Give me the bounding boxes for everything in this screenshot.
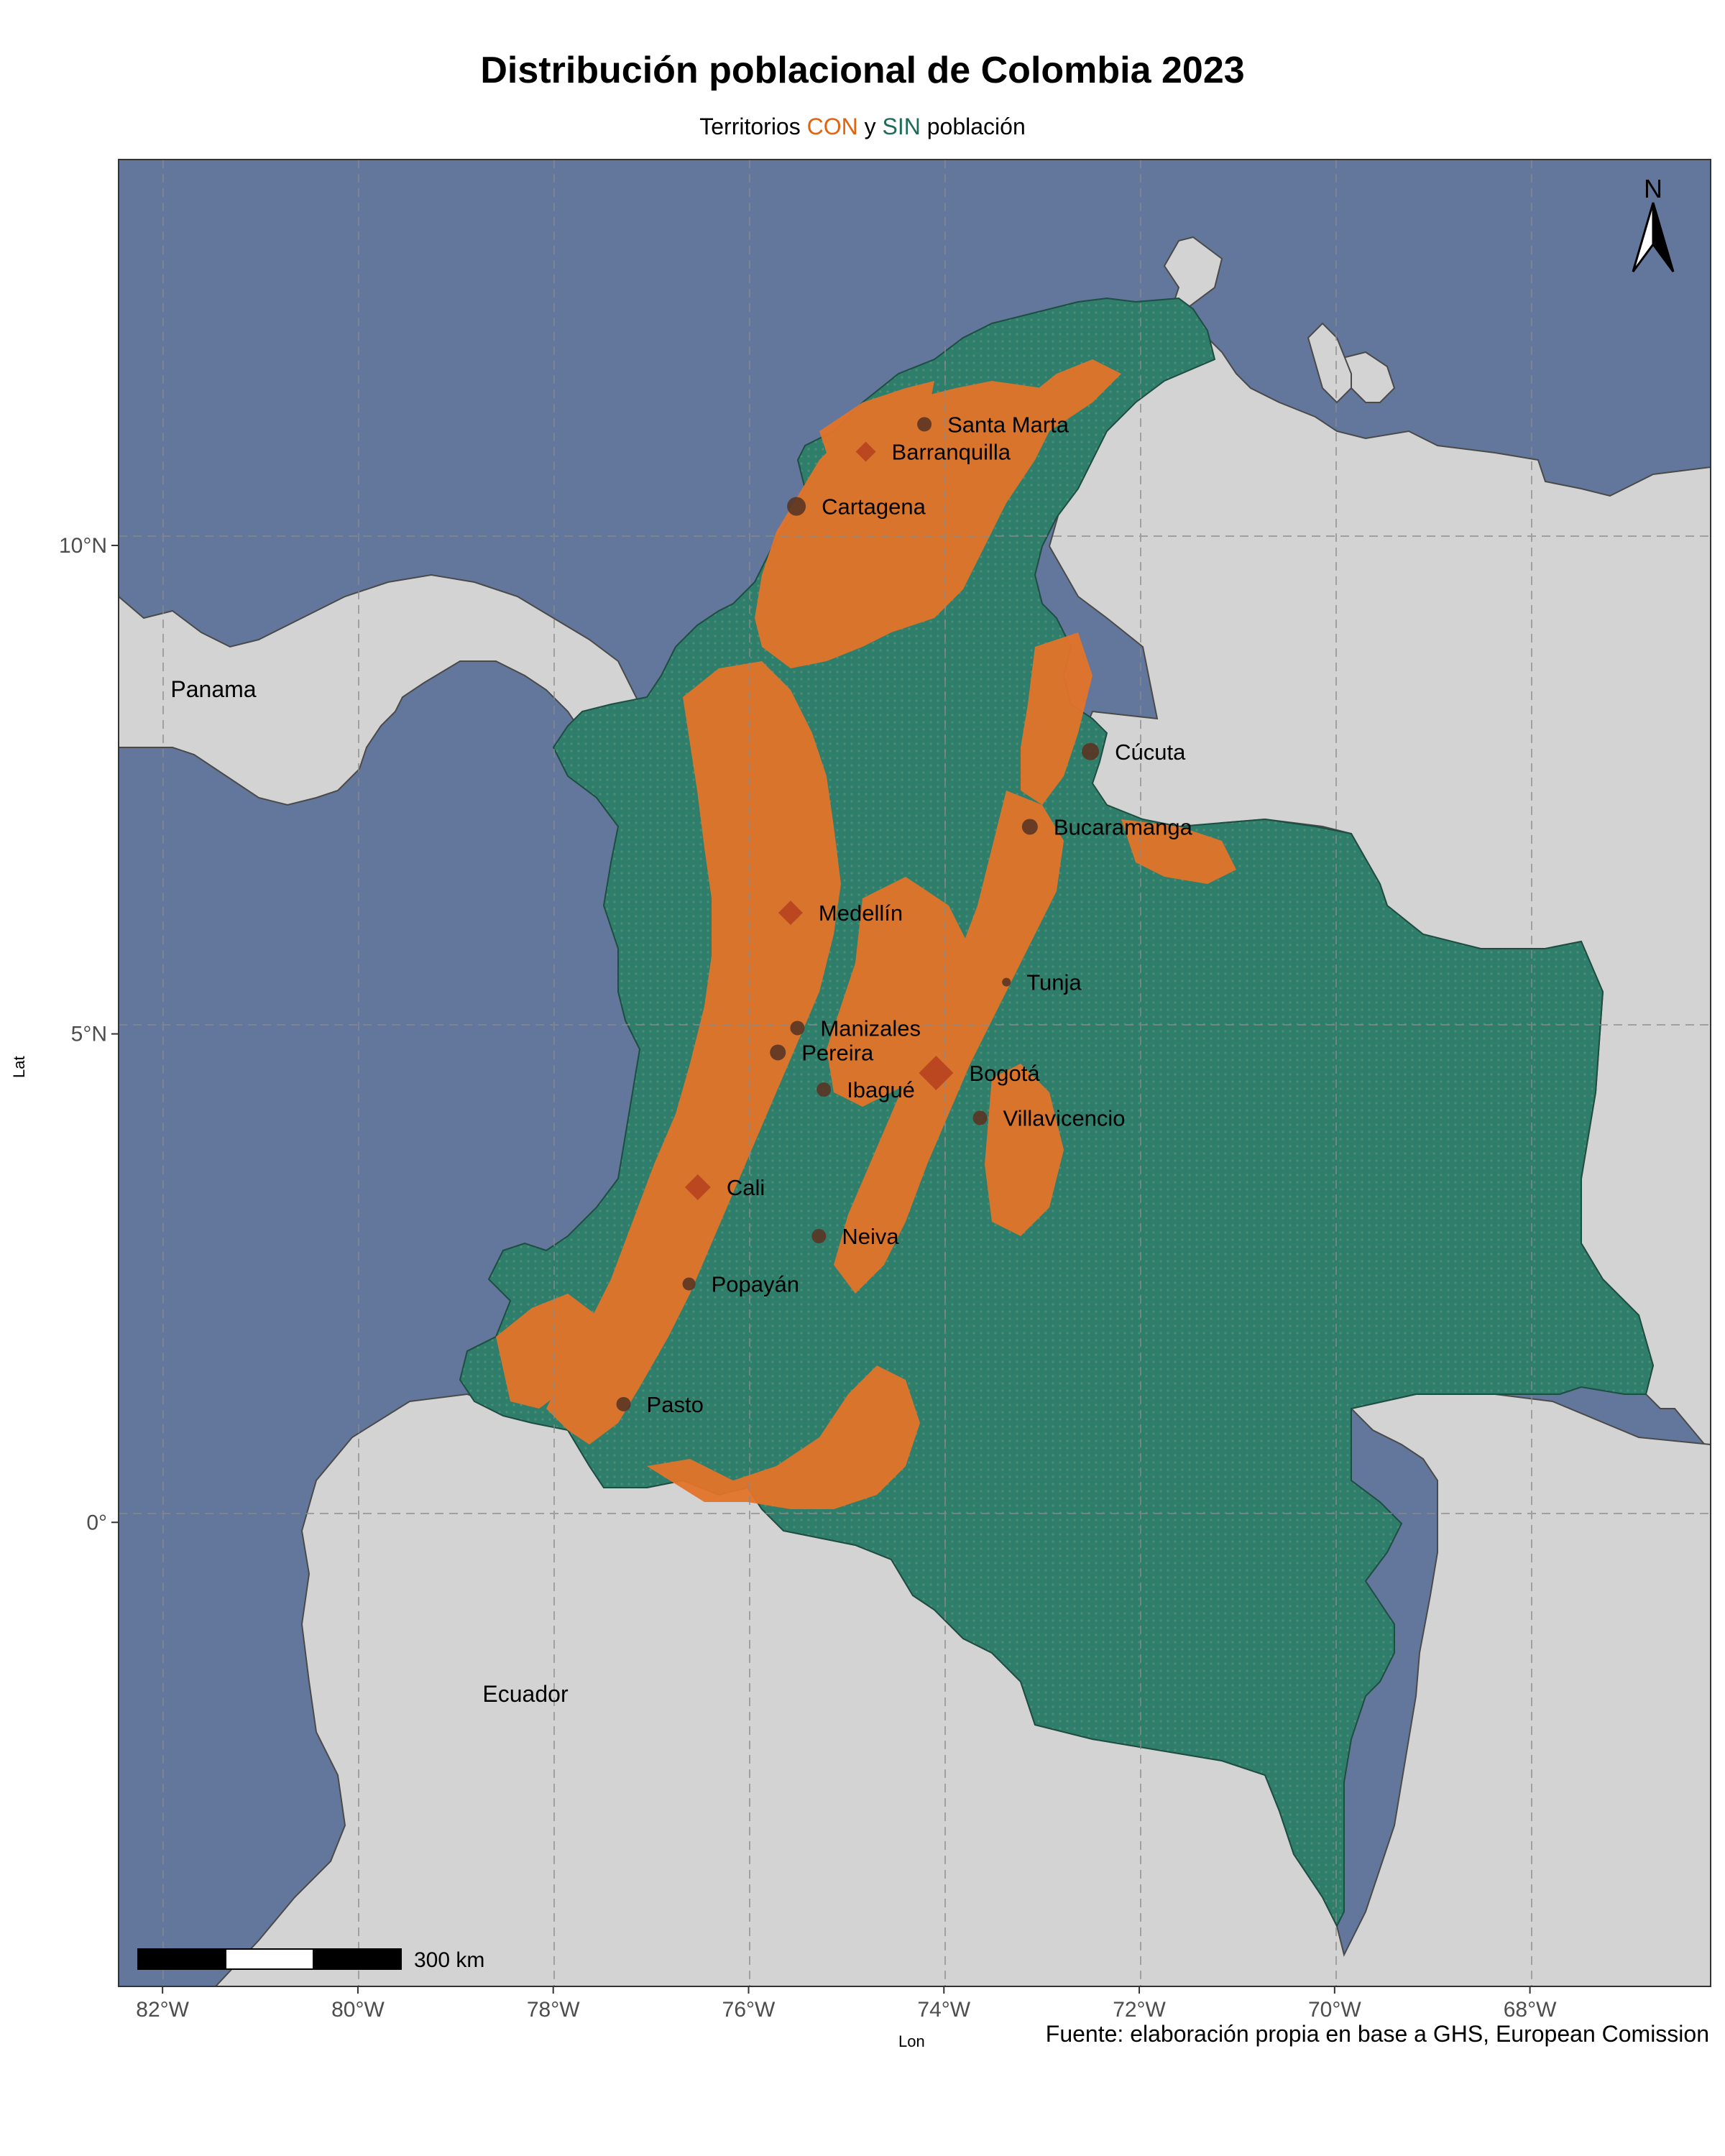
city-marker xyxy=(682,1277,696,1291)
populated-andes-east xyxy=(834,791,1064,1294)
city-marker xyxy=(816,1082,832,1097)
city-label: Ibagué xyxy=(847,1077,915,1102)
city-marker xyxy=(919,1056,954,1090)
map-title: Distribución poblacional de Colombia 202… xyxy=(480,50,1245,91)
x-tick-label: 78°W xyxy=(527,1998,580,2022)
y-axis-title: Lat xyxy=(10,1056,28,1078)
city-label: Santa Marta xyxy=(947,412,1070,437)
city-marker xyxy=(790,1021,805,1036)
scale-bar-seg-2 xyxy=(225,1948,314,1970)
city-marker xyxy=(616,1396,631,1411)
scale-bar-label: 300 km xyxy=(414,1948,484,1972)
city-marker xyxy=(787,497,806,516)
map-panel-border xyxy=(118,159,1711,1987)
city-label: Tunja xyxy=(1026,970,1082,995)
x-axis: 82°W 80°W 78°W 76°W 74°W 72°W 70°W 68°W xyxy=(136,1986,1557,2022)
city-marker xyxy=(770,1044,786,1061)
city-label: Cúcuta xyxy=(1115,740,1186,765)
y-tick-label: 10°N xyxy=(59,534,107,558)
city-label: Neiva xyxy=(842,1224,899,1249)
north-arrow-label: N xyxy=(1644,174,1662,203)
city-label: Villavicencio xyxy=(1003,1106,1126,1131)
map-subtitle: Territorios CON y SIN población xyxy=(0,114,1725,140)
populated-magdalena xyxy=(963,359,1121,460)
city-label: Cartagena xyxy=(822,494,926,520)
city-marker xyxy=(778,900,803,926)
populated-santander xyxy=(1021,632,1092,805)
populated-southwest xyxy=(496,1294,597,1409)
north-arrow-right xyxy=(1652,202,1675,272)
city-label: Medellín xyxy=(819,900,903,926)
scale-bar-icon: 300 km xyxy=(137,1948,484,1972)
city-label: Pereira xyxy=(801,1040,874,1065)
city-label: Bogotá xyxy=(969,1061,1040,1086)
x-tick-label: 70°W xyxy=(1308,1998,1361,2022)
city-label: Popayán xyxy=(712,1272,799,1297)
y-tick-label: 5°N xyxy=(71,1023,107,1046)
source-caption: Fuente: elaboración propia en base a GHS… xyxy=(1045,2021,1709,2047)
subtitle-prefix: Territorios xyxy=(699,114,807,139)
populated-areas xyxy=(496,359,1236,1509)
city-label: Barranquilla xyxy=(892,439,1011,464)
x-axis-title: Lon xyxy=(898,2032,925,2050)
city-marker xyxy=(684,1174,711,1201)
populated-north-coast xyxy=(819,381,934,474)
y-tick-label: 0° xyxy=(86,1511,107,1534)
city-label: Pasto xyxy=(647,1392,704,1417)
city-marker xyxy=(1021,819,1038,835)
x-tick-label: 72°W xyxy=(1113,1998,1166,2022)
y-axis: 10°N 5°N 0° xyxy=(59,534,119,1534)
city-marker xyxy=(917,417,932,432)
city-label: Manizales xyxy=(820,1015,921,1041)
scale-bar-seg-1 xyxy=(137,1948,226,1970)
subtitle-middle: y xyxy=(857,114,883,139)
country-label-ecuador: Ecuador xyxy=(482,1681,569,1707)
x-tick-label: 82°W xyxy=(136,1998,189,2022)
city-marker xyxy=(972,1110,988,1125)
city-marker xyxy=(811,1229,827,1244)
city-label: Bucaramanga xyxy=(1054,814,1193,839)
city-marker xyxy=(855,441,876,462)
subtitle-suffix: población xyxy=(920,114,1026,139)
x-tick-label: 76°W xyxy=(722,1998,776,2022)
x-tick-label: 68°W xyxy=(1504,1998,1557,2022)
subtitle-sin: SIN xyxy=(882,114,921,139)
paraguana-land xyxy=(1307,322,1352,404)
city-marker xyxy=(1082,742,1100,760)
populated-south xyxy=(647,1365,920,1509)
populated-norte-border xyxy=(1121,819,1236,884)
city-marker xyxy=(1002,977,1011,987)
x-tick-label: 74°W xyxy=(917,1998,970,2022)
north-arrow-icon: N xyxy=(1632,174,1675,272)
subtitle-con: CON xyxy=(806,114,858,139)
city-label: Cali xyxy=(727,1175,765,1200)
x-tick-label: 80°W xyxy=(331,1998,385,2022)
populated-andes-west xyxy=(546,661,841,1445)
country-label-panama: Panama xyxy=(170,676,256,702)
scale-bar-seg-3 xyxy=(313,1948,402,1970)
populated-orinoquia-edge xyxy=(985,1064,1064,1236)
